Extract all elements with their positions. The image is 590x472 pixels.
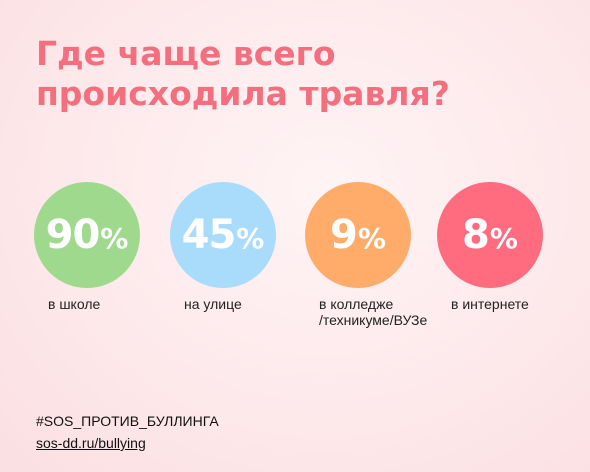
stat-item: 45% на улице [170,182,310,312]
stat-item: 8% в интернете [437,182,577,312]
stat-item: 90% в школе [34,182,174,312]
chart-title-line-2: происходила травля? [36,74,450,113]
chart-title-line-1: Где чаще всего [36,34,336,73]
hashtag-text: #SOS_ПРОТИВ_БУЛЛИНГА [36,413,219,429]
stat-value: 8 [462,212,490,258]
footer: #SOS_ПРОТИВ_БУЛЛИНГА sos-dd.ru/bullying [36,410,219,454]
stat-item: 9% в колледже /техникуме/ВУЗе [305,182,445,328]
chart-title: Где чаще всего происходила травля? [36,34,556,114]
stat-value: 9 [330,212,358,258]
stat-circle: 9% [305,182,411,288]
stat-label: на улице [184,296,242,312]
percent-sign: % [236,221,265,255]
stat-label: в школе [48,296,101,312]
website-link[interactable]: sos-dd.ru/bullying [36,435,146,451]
stat-value: 45 [181,212,237,258]
stat-label: в интернете [451,296,529,312]
stat-label: в колледже /техникуме/ВУЗе [319,296,428,328]
stat-value: 90 [45,212,101,258]
percent-sign: % [100,221,129,255]
percent-sign: % [357,221,386,255]
stat-circle: 90% [34,182,140,288]
stat-circle: 45% [170,182,276,288]
percent-sign: % [489,221,518,255]
stat-circle: 8% [437,182,543,288]
